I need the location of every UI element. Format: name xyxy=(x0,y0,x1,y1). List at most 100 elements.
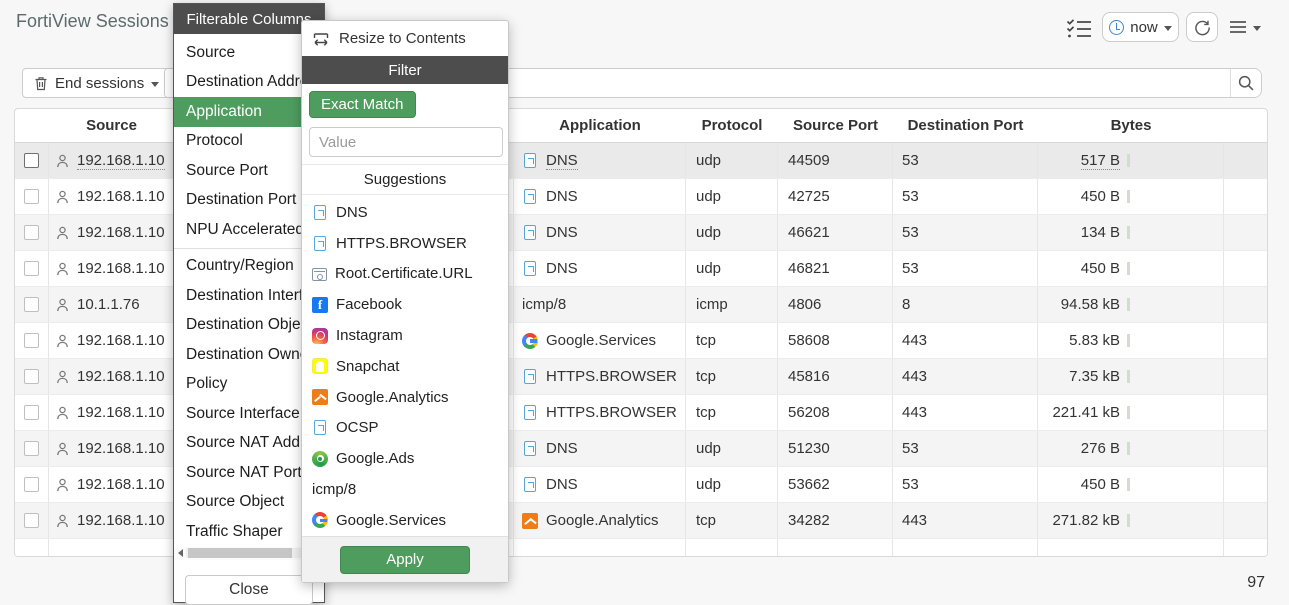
header-protocol[interactable]: Protocol xyxy=(701,117,763,134)
destination-port: 443 xyxy=(893,503,1038,538)
row-checkbox[interactable] xyxy=(24,153,39,168)
bytes-bar xyxy=(1127,370,1130,383)
column-menu-item-source-interface[interactable]: Source Interface xyxy=(186,404,300,422)
resize-icon xyxy=(312,31,330,47)
close-button[interactable]: Close xyxy=(185,574,313,605)
application-name: HTTPS.BROWSER xyxy=(546,404,677,421)
time-range-button[interactable]: now xyxy=(1102,12,1179,42)
column-menu-item-destination-object[interactable]: Destination Object xyxy=(186,316,313,334)
suggestion-item-https-browser[interactable]: HTTPS.BROWSER xyxy=(302,228,508,259)
column-menu-item-destination-interface[interactable]: Destination Interface xyxy=(186,286,324,304)
row-checkbox[interactable] xyxy=(24,405,39,420)
suggestion-label: HTTPS.BROWSER xyxy=(336,234,467,252)
header-source[interactable]: Source xyxy=(86,117,137,134)
app-icon xyxy=(524,225,536,240)
column-menu-item-protocol[interactable]: Protocol xyxy=(186,132,243,150)
source-ip: 10.1.1.76 xyxy=(77,296,140,313)
column-menu-item-source-object[interactable]: Source Object xyxy=(186,493,285,511)
suggestion-item-facebook[interactable]: Facebook xyxy=(302,289,508,320)
filterable-columns-title: Filterable Columns xyxy=(174,4,324,34)
row-checkbox[interactable] xyxy=(24,189,39,204)
header-destination-port[interactable]: Destination Port xyxy=(907,117,1024,134)
suggestion-label: Google.Services xyxy=(336,511,447,529)
row-checkbox[interactable] xyxy=(24,297,39,312)
application-name: icmp/8 xyxy=(522,296,567,313)
end-sessions-button[interactable]: End sessions xyxy=(22,68,172,98)
suggestions-title: Suggestions xyxy=(363,171,447,188)
person-icon xyxy=(56,478,69,492)
scrollbar-thumb[interactable] xyxy=(188,548,292,558)
header-checkbox-cell xyxy=(15,109,49,142)
row-checkbox[interactable] xyxy=(24,369,39,384)
column-menu-item-source[interactable]: Source xyxy=(186,43,236,61)
application-name: HTTPS.BROWSER xyxy=(546,368,677,385)
column-menu-item-npu-accelerated[interactable]: NPU Accelerated xyxy=(186,220,305,238)
column-menu-item-policy[interactable]: Policy xyxy=(186,375,228,393)
app-icon xyxy=(524,153,536,168)
column-menu-item-source-nat-port[interactable]: Source NAT Port xyxy=(186,463,302,481)
bytes-bar xyxy=(1127,226,1130,239)
header-application[interactable]: Application xyxy=(559,117,641,134)
app-icon xyxy=(524,369,536,384)
scrollbar-track[interactable] xyxy=(186,548,312,558)
protocol: tcp xyxy=(686,503,778,538)
apply-button[interactable]: Apply xyxy=(340,545,470,574)
chevron-down-icon xyxy=(1163,25,1172,31)
protocol: udp xyxy=(686,431,778,466)
column-menu-item-destination-port[interactable]: Destination Port xyxy=(186,191,297,209)
suggestion-item-ocsp[interactable]: OCSP xyxy=(302,413,508,444)
bytes: 134 B xyxy=(1080,224,1120,241)
row-checkbox[interactable] xyxy=(24,477,39,492)
column-menu-item-traffic-shaper[interactable]: Traffic Shaper xyxy=(186,522,283,540)
row-checkbox[interactable] xyxy=(24,261,39,276)
resize-to-contents-item[interactable]: Resize to Contents xyxy=(302,21,508,56)
person-icon xyxy=(56,226,69,240)
protocol: udp xyxy=(686,215,778,250)
suggestion-item-icmp-8[interactable]: icmp/8 xyxy=(302,474,508,505)
protocol: udp xyxy=(686,467,778,502)
column-menu-item-destination-owner[interactable]: Destination Owner xyxy=(186,345,314,363)
column-menu-item-application[interactable]: Application xyxy=(174,97,324,127)
divider xyxy=(302,164,508,165)
exact-match-button[interactable]: Exact Match xyxy=(309,91,416,118)
source-port: 4806 xyxy=(778,287,893,322)
column-menu-item-destination-address[interactable]: Destination Address xyxy=(186,73,324,91)
row-checkbox[interactable] xyxy=(24,225,39,240)
filter-popup: Resize to Contents Filter Exact Match Su… xyxy=(301,20,509,583)
row-checkbox[interactable] xyxy=(24,513,39,528)
suggestion-label: Google.Ads xyxy=(336,450,415,468)
suggestion-item-instagram[interactable]: Instagram xyxy=(302,320,508,351)
application-name: DNS xyxy=(546,188,578,205)
search-button[interactable] xyxy=(1230,69,1261,97)
suggestion-item-dns[interactable]: DNS xyxy=(302,197,508,228)
divider xyxy=(302,194,508,195)
checklist-button[interactable] xyxy=(1064,15,1094,41)
suggestion-item-snapchat[interactable]: Snapchat xyxy=(302,351,508,382)
suggestion-item-google-ads[interactable]: Google.Ads xyxy=(302,443,508,474)
source-port: 51230 xyxy=(778,431,893,466)
suggestion-label: Root.Certificate.URL xyxy=(335,265,473,283)
scroll-left-arrow[interactable] xyxy=(174,549,186,557)
suggestion-item-google-analytics[interactable]: Google.Analytics xyxy=(302,382,508,413)
suggestion-item-google-services[interactable]: Google.Services xyxy=(302,505,508,536)
protocol: tcp xyxy=(686,395,778,430)
header-bytes[interactable]: Bytes xyxy=(1110,117,1152,134)
row-checkbox[interactable] xyxy=(24,441,39,456)
refresh-button[interactable] xyxy=(1186,12,1218,42)
filter-value-input[interactable] xyxy=(309,127,503,157)
source-port: 53662 xyxy=(778,467,893,502)
column-menu-item-country-region[interactable]: Country/Region xyxy=(186,257,294,275)
header-source-port[interactable]: Source Port xyxy=(792,117,879,134)
time-range-label: now xyxy=(1130,18,1158,36)
bytes-bar xyxy=(1127,298,1130,311)
column-menu-item-source-port[interactable]: Source Port xyxy=(186,161,268,179)
row-checkbox[interactable] xyxy=(24,333,39,348)
source-ip: 192.168.1.10 xyxy=(77,404,165,421)
column-menu-item-source-nat-address[interactable]: Source NAT Address xyxy=(186,434,324,452)
checklist-icon xyxy=(1066,17,1092,39)
bytes: 450 B xyxy=(1080,260,1120,277)
suggestion-item-root-certificate-url[interactable]: Root.Certificate.URL xyxy=(302,259,508,290)
bytes: 276 B xyxy=(1080,440,1120,457)
more-menu-button[interactable] xyxy=(1226,14,1264,40)
destination-port: 443 xyxy=(893,395,1038,430)
